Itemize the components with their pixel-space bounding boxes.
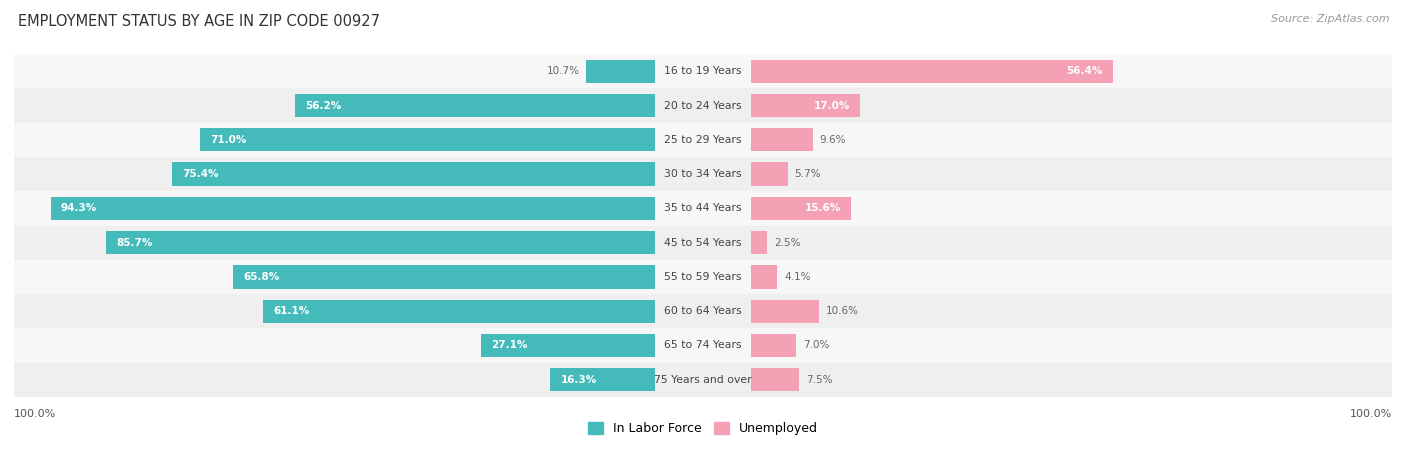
Text: EMPLOYMENT STATUS BY AGE IN ZIP CODE 00927: EMPLOYMENT STATUS BY AGE IN ZIP CODE 009… — [18, 14, 380, 28]
Bar — [14, 123, 1392, 157]
Text: 100.0%: 100.0% — [14, 409, 56, 419]
Bar — [105, 231, 655, 254]
Bar — [14, 260, 1392, 294]
Text: 61.1%: 61.1% — [274, 306, 309, 316]
Bar — [751, 299, 820, 323]
Text: 10.7%: 10.7% — [547, 66, 579, 76]
Bar — [550, 368, 655, 391]
Bar — [751, 94, 860, 117]
Text: 25 to 29 Years: 25 to 29 Years — [664, 135, 742, 145]
Bar — [14, 88, 1392, 123]
Bar — [751, 60, 1112, 83]
Bar — [751, 368, 799, 391]
Text: 94.3%: 94.3% — [60, 203, 97, 213]
Text: Source: ZipAtlas.com: Source: ZipAtlas.com — [1271, 14, 1389, 23]
Bar — [200, 128, 655, 152]
Text: 4.1%: 4.1% — [785, 272, 811, 282]
Text: 56.2%: 56.2% — [305, 101, 342, 110]
Bar — [751, 197, 851, 220]
Text: 30 to 34 Years: 30 to 34 Years — [664, 169, 742, 179]
Bar — [14, 157, 1392, 191]
Bar — [751, 231, 768, 254]
Text: 45 to 54 Years: 45 to 54 Years — [664, 238, 742, 248]
Bar — [751, 128, 813, 152]
Text: 2.5%: 2.5% — [775, 238, 800, 248]
Text: 55 to 59 Years: 55 to 59 Years — [664, 272, 742, 282]
Text: 16 to 19 Years: 16 to 19 Years — [664, 66, 742, 76]
Bar — [295, 94, 655, 117]
Text: 20 to 24 Years: 20 to 24 Years — [664, 101, 742, 110]
Text: 75 Years and over: 75 Years and over — [654, 375, 752, 385]
Text: 60 to 64 Years: 60 to 64 Years — [664, 306, 742, 316]
Bar — [14, 191, 1392, 226]
Text: 5.7%: 5.7% — [794, 169, 821, 179]
Bar — [14, 294, 1392, 328]
Text: 27.1%: 27.1% — [492, 341, 527, 350]
Text: 9.6%: 9.6% — [820, 135, 846, 145]
Bar — [14, 363, 1392, 397]
Bar — [14, 328, 1392, 363]
Text: 100.0%: 100.0% — [1350, 409, 1392, 419]
Legend: In Labor Force, Unemployed: In Labor Force, Unemployed — [588, 422, 818, 435]
Bar — [751, 334, 796, 357]
Text: 71.0%: 71.0% — [211, 135, 246, 145]
Bar — [233, 265, 655, 289]
Text: 65.8%: 65.8% — [243, 272, 280, 282]
Text: 85.7%: 85.7% — [117, 238, 152, 248]
Text: 65 to 74 Years: 65 to 74 Years — [664, 341, 742, 350]
Bar — [263, 299, 655, 323]
Text: 15.6%: 15.6% — [804, 203, 841, 213]
Bar — [586, 60, 655, 83]
Text: 17.0%: 17.0% — [814, 101, 849, 110]
Text: 10.6%: 10.6% — [827, 306, 859, 316]
Text: 7.0%: 7.0% — [803, 341, 830, 350]
Bar — [751, 265, 778, 289]
Text: 35 to 44 Years: 35 to 44 Years — [664, 203, 742, 213]
Bar — [14, 226, 1392, 260]
Bar — [172, 162, 655, 186]
Text: 75.4%: 75.4% — [181, 169, 218, 179]
Bar — [51, 197, 655, 220]
Text: 7.5%: 7.5% — [806, 375, 832, 385]
Text: 56.4%: 56.4% — [1066, 66, 1102, 76]
Text: 16.3%: 16.3% — [561, 375, 598, 385]
Bar — [751, 162, 787, 186]
Bar — [14, 54, 1392, 88]
Bar — [481, 334, 655, 357]
